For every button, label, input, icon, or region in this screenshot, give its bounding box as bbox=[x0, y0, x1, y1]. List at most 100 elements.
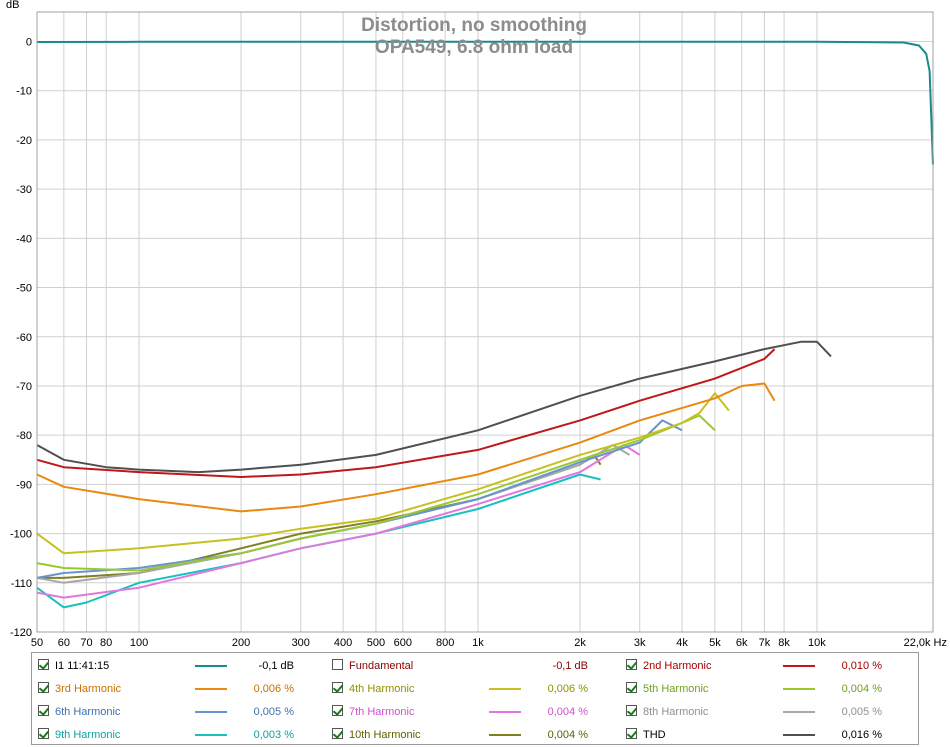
legend-label: 6th Harmonic bbox=[55, 706, 121, 718]
legend-swatch bbox=[783, 688, 815, 690]
legend-checkbox[interactable] bbox=[38, 682, 50, 693]
legend-item: 9th Harmonic 0,003 % bbox=[32, 725, 326, 745]
x-tick-label: 70 bbox=[80, 637, 92, 649]
legend-swatch bbox=[195, 665, 227, 667]
legend-swatch bbox=[489, 711, 521, 713]
legend-swatch bbox=[783, 665, 815, 667]
legend-value: 0,010 % bbox=[841, 660, 882, 672]
legend-item: 8th Harmonic 0,005 % bbox=[620, 702, 914, 722]
legend-row: 6th Harmonic 0,005 % 7th Harmonic 0,004 % 8t… bbox=[32, 702, 918, 722]
series-line-2nd-harmonic bbox=[36, 348, 776, 478]
checkmark-icon bbox=[38, 705, 50, 716]
x-tick-label: 500 bbox=[367, 637, 385, 649]
y-tick-label: -110 bbox=[11, 578, 32, 590]
legend-item: 5th Harmonic 0,004 % bbox=[620, 679, 914, 699]
x-tick-label: 800 bbox=[436, 637, 454, 649]
x-tick-label: 4k bbox=[676, 637, 688, 649]
legend-value: -0,1 dB bbox=[552, 660, 588, 672]
legend-item: I1 11:41:15 -0,1 dB bbox=[32, 656, 326, 676]
checkmark-icon bbox=[38, 659, 50, 670]
x-tick-label: 7k bbox=[759, 637, 771, 649]
legend-value: 0,005 % bbox=[253, 706, 294, 718]
x-tick-label: 50 bbox=[31, 637, 43, 649]
legend-label: 10th Harmonic bbox=[349, 729, 421, 741]
legend-item: 3rd Harmonic 0,006 % bbox=[32, 679, 326, 699]
legend-row: 3rd Harmonic 0,006 % 4th Harmonic 0,006 % 5t… bbox=[32, 679, 918, 699]
legend-value: 0,004 % bbox=[547, 729, 588, 741]
checkmark-icon bbox=[626, 728, 638, 739]
legend-label: 7th Harmonic bbox=[349, 706, 415, 718]
legend-value: 0,006 % bbox=[547, 683, 588, 695]
y-tick-label: -10 bbox=[16, 86, 32, 98]
checkmark-icon bbox=[626, 705, 638, 716]
legend-checkbox[interactable] bbox=[38, 659, 50, 670]
series-line-7th-harmonic bbox=[36, 444, 641, 599]
x-tick-label: 200 bbox=[232, 637, 250, 649]
y-axis: 0 -10 -20 -30 -40 -50 -60 -70 -80 -90 -100 -110 -120 bbox=[10, 37, 32, 639]
x-tick-label: 100 bbox=[130, 637, 148, 649]
legend-checkbox[interactable] bbox=[332, 659, 343, 670]
x-tick-label: 300 bbox=[292, 637, 310, 649]
legend-swatch bbox=[489, 688, 521, 690]
legend-panel: I1 11:41:15 -0,1 dB Fundamental -0,1 dB 2nd … bbox=[31, 652, 919, 745]
legend-label: 2nd Harmonic bbox=[643, 660, 712, 672]
legend-label: 5th Harmonic bbox=[643, 683, 709, 695]
chart-subtitle: OPA549, 6.8 ohm load bbox=[375, 37, 573, 58]
legend-checkbox[interactable] bbox=[38, 728, 50, 739]
legend-value: 0,004 % bbox=[841, 683, 882, 695]
legend-swatch bbox=[783, 734, 815, 736]
y-tick-label: -100 bbox=[10, 529, 32, 541]
x-tick-label: 1k bbox=[472, 637, 484, 649]
x-tick-label: 80 bbox=[100, 637, 112, 649]
series-line-4th-harmonic bbox=[36, 392, 730, 555]
x-tick-label: 6k bbox=[736, 637, 748, 649]
x-tick-label: 60 bbox=[58, 637, 70, 649]
legend-item: THD 0,016 % bbox=[620, 725, 914, 745]
legend-value: 0,004 % bbox=[547, 706, 588, 718]
series-line-i1-11-41-15 bbox=[36, 40, 934, 165]
y-tick-label: -40 bbox=[16, 233, 32, 245]
checkmark-icon bbox=[626, 659, 638, 670]
legend-value: -0,1 dB bbox=[258, 660, 294, 672]
x-tick-label: 600 bbox=[394, 637, 412, 649]
legend-checkbox[interactable] bbox=[38, 705, 50, 716]
legend-checkbox[interactable] bbox=[626, 682, 638, 693]
y-tick-label: -80 bbox=[16, 430, 32, 442]
legend-swatch bbox=[489, 734, 521, 736]
legend-label: 4th Harmonic bbox=[349, 683, 415, 695]
series-line-3rd-harmonic bbox=[36, 382, 776, 513]
legend-value: 0,005 % bbox=[841, 706, 882, 718]
checkmark-icon bbox=[38, 728, 50, 739]
legend-checkbox[interactable] bbox=[626, 659, 638, 670]
x-tick-label: 400 bbox=[334, 637, 352, 649]
x-tick-label: 8k bbox=[778, 637, 790, 649]
plot-background bbox=[37, 12, 933, 632]
legend-label: 9th Harmonic bbox=[55, 729, 121, 741]
x-tick-label: 3k bbox=[634, 637, 646, 649]
legend-swatch bbox=[195, 688, 227, 690]
plot-frame bbox=[36, 11, 934, 633]
legend-swatch bbox=[195, 711, 227, 713]
legend-label: THD bbox=[643, 729, 666, 741]
legend-checkbox[interactable] bbox=[332, 728, 344, 739]
checkmark-icon bbox=[332, 728, 344, 739]
legend-value: 0,016 % bbox=[841, 729, 882, 741]
legend-swatch bbox=[783, 711, 815, 713]
legend-label: I1 11:41:15 bbox=[55, 660, 110, 672]
checkmark-icon bbox=[332, 705, 344, 716]
y-tick-label: -90 bbox=[16, 479, 32, 491]
y-tick-label: -20 bbox=[16, 135, 32, 147]
legend-swatch bbox=[489, 665, 521, 667]
legend-checkbox[interactable] bbox=[332, 682, 344, 693]
legend-checkbox[interactable] bbox=[332, 705, 344, 716]
y-tick-label: 0 bbox=[26, 37, 32, 49]
x-tick-label: 22,0k Hz bbox=[904, 637, 947, 649]
legend-checkbox[interactable] bbox=[626, 705, 638, 716]
legend-row: I1 11:41:15 -0,1 dB Fundamental -0,1 dB 2nd … bbox=[32, 656, 918, 676]
x-tick-label: 2k bbox=[574, 637, 586, 649]
legend-checkbox[interactable] bbox=[626, 728, 638, 739]
legend-item: 2nd Harmonic 0,010 % bbox=[620, 656, 914, 676]
y-axis-label: dB bbox=[6, 0, 19, 11]
legend-value: 0,006 % bbox=[253, 683, 294, 695]
x-tick-label: 5k bbox=[709, 637, 721, 649]
